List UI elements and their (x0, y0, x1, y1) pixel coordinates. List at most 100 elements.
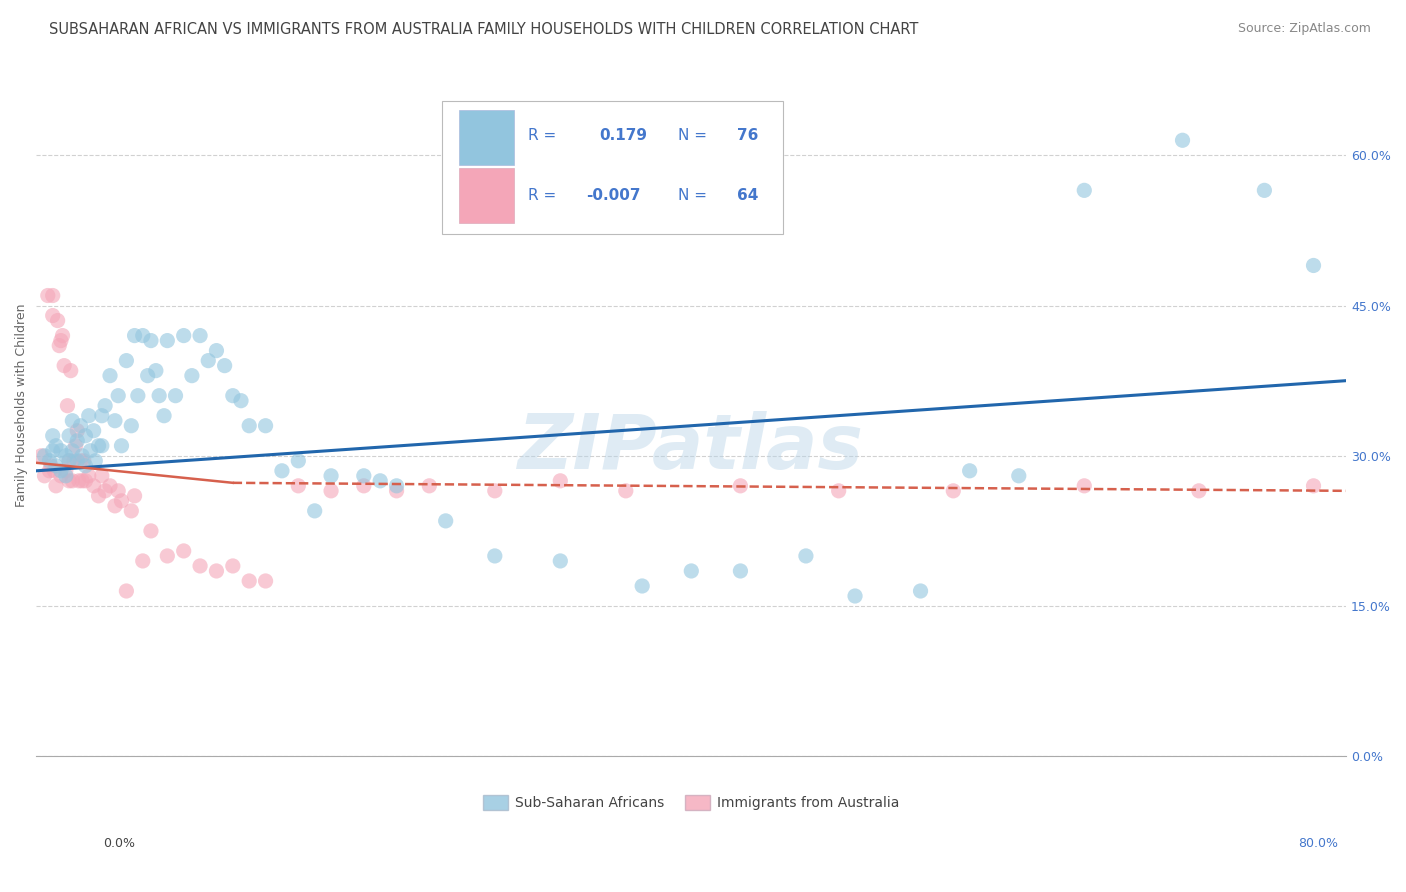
Point (1073, 183, 1095, 197)
Point (55, 449, 77, 463)
Text: Source: ZipAtlas.com: Source: ZipAtlas.com (1237, 22, 1371, 36)
Point (46, 313, 69, 327)
Point (59, 364, 82, 378)
Point (49, 334, 72, 348)
Text: R =: R = (527, 188, 555, 202)
Point (120, 504, 142, 518)
Point (124, 328, 146, 343)
Point (77, 468, 100, 483)
Point (107, 483, 129, 498)
Point (1302, 259, 1324, 273)
Point (156, 334, 179, 348)
Point (38, 454, 60, 468)
Point (87, 439, 110, 453)
Point (385, 483, 408, 498)
Point (38, 464, 60, 478)
Point (173, 328, 195, 343)
Point (83, 479, 105, 493)
Point (56, 399, 79, 413)
Point (104, 414, 127, 428)
Point (238, 574, 260, 588)
Text: N =: N = (678, 128, 707, 144)
Point (34, 468, 56, 483)
Text: 0.0%: 0.0% (103, 837, 135, 850)
Point (90, 439, 112, 453)
Point (730, 479, 752, 493)
Point (44, 464, 66, 478)
Point (197, 353, 219, 368)
Point (60, 414, 83, 428)
Point (70, 449, 93, 463)
Point (614, 483, 637, 498)
Point (110, 439, 132, 453)
Point (45, 479, 67, 493)
Point (90, 409, 112, 423)
Point (49, 443, 72, 458)
Point (48, 338, 70, 352)
Point (139, 334, 162, 348)
Point (794, 549, 817, 563)
Point (484, 549, 506, 563)
Point (75, 458, 97, 473)
Point (77, 409, 100, 423)
Point (41, 309, 63, 323)
Point (53, 359, 76, 373)
Text: N =: N = (678, 188, 707, 202)
Point (132, 554, 155, 568)
Point (41, 443, 63, 458)
Point (214, 359, 236, 373)
Text: R =: R = (527, 128, 555, 144)
Point (45, 439, 67, 453)
Point (153, 409, 176, 423)
Point (124, 489, 146, 503)
FancyBboxPatch shape (443, 101, 783, 234)
Point (730, 564, 752, 578)
Point (90, 468, 112, 483)
Point (136, 368, 159, 383)
Point (1302, 479, 1324, 493)
Point (41, 288, 63, 302)
Point (205, 343, 228, 358)
Point (37, 288, 59, 302)
Point (1008, 468, 1031, 483)
Point (156, 549, 179, 563)
Point (60, 443, 83, 458)
Point (98, 368, 121, 383)
Point (385, 479, 408, 493)
Point (827, 483, 849, 498)
Point (1253, 183, 1275, 197)
Point (550, 474, 572, 488)
Point (39, 458, 62, 473)
Point (69, 454, 91, 468)
FancyBboxPatch shape (460, 168, 515, 223)
Point (180, 368, 202, 383)
Text: 80.0%: 80.0% (1299, 837, 1339, 850)
Point (98, 479, 121, 493)
Point (319, 483, 342, 498)
Point (110, 493, 132, 508)
Point (484, 483, 506, 498)
Point (94, 483, 117, 498)
Point (188, 328, 211, 343)
Point (84, 454, 107, 468)
Point (107, 389, 129, 403)
Point (319, 468, 342, 483)
Point (148, 389, 170, 403)
Point (75, 429, 97, 443)
Point (87, 489, 110, 503)
Point (1073, 479, 1095, 493)
Point (1188, 483, 1211, 498)
Point (205, 564, 228, 578)
Point (41, 429, 63, 443)
Point (173, 544, 195, 558)
Legend: Sub-Saharan Africans, Immigrants from Australia: Sub-Saharan Africans, Immigrants from Au… (478, 789, 905, 816)
Point (66, 434, 89, 448)
Point (83, 424, 105, 438)
Point (120, 418, 142, 433)
Point (132, 328, 155, 343)
Text: SUBSAHARAN AFRICAN VS IMMIGRANTS FROM AUSTRALIA FAMILY HOUSEHOLDS WITH CHILDREN : SUBSAHARAN AFRICAN VS IMMIGRANTS FROM AU… (49, 22, 918, 37)
Point (631, 579, 654, 593)
Point (94, 399, 117, 413)
Point (681, 564, 703, 578)
Point (271, 464, 294, 478)
